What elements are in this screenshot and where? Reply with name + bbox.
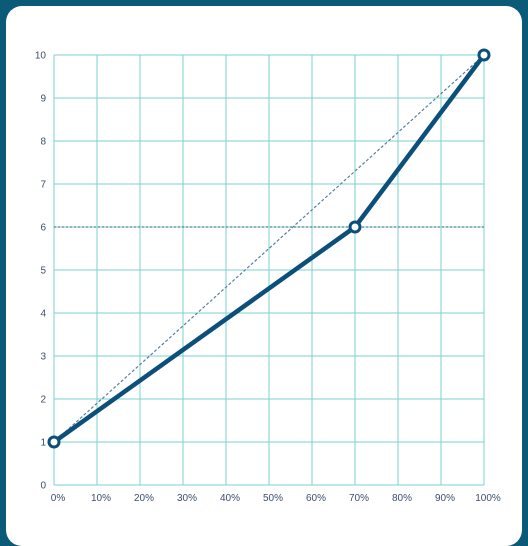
x-tick-label: 80% (392, 493, 412, 504)
x-tick-label: 70% (349, 493, 369, 504)
y-tick-label: 3 (40, 352, 46, 363)
data-point (348, 220, 362, 234)
y-tick-label: 2 (40, 395, 46, 406)
y-tick-label: 0 (40, 481, 46, 492)
x-tick-label: 50% (263, 493, 283, 504)
data-point (477, 48, 491, 62)
x-tick-label: 0% (51, 493, 66, 504)
y-axis-tick-labels: 0 1 2 3 4 5 6 7 8 9 10 (35, 51, 47, 492)
y-tick-label: 10 (35, 51, 47, 62)
y-tick-label: 8 (40, 137, 46, 148)
x-tick-label: 100% (475, 493, 501, 504)
line-chart: 0% 10% 20% 30% 40% 50% 60% 70% 80% 90% 100% 0 1 2 3 4 5… (35, 48, 501, 504)
series-line-dashed (53, 54, 485, 443)
y-tick-label: 7 (40, 180, 46, 191)
x-axis-tick-labels: 0% 10% 20% 30% 40% 50% 60% 70% 80% 90% 100% (51, 493, 501, 504)
y-tick-label: 6 (40, 223, 46, 234)
x-tick-label: 20% (134, 493, 154, 504)
series (47, 48, 491, 449)
grid (53, 54, 485, 486)
y-tick-label: 1 (40, 438, 46, 449)
x-tick-label: 40% (220, 493, 240, 504)
x-tick-label: 30% (177, 493, 197, 504)
x-tick-label: 10% (91, 493, 111, 504)
y-tick-label: 5 (40, 266, 46, 277)
y-tick-label: 9 (40, 94, 46, 105)
data-point (47, 435, 61, 449)
x-tick-label: 60% (306, 493, 326, 504)
y-tick-label: 4 (40, 309, 46, 320)
chart-card (6, 6, 522, 546)
x-tick-label: 90% (435, 493, 455, 504)
